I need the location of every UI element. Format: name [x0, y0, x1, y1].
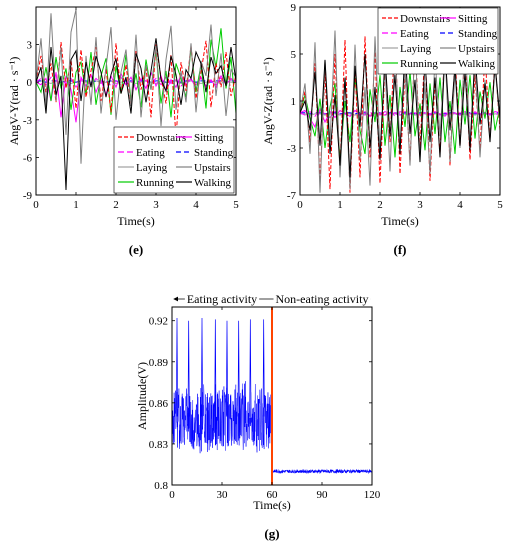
series-line-walking	[300, 48, 500, 178]
x-tick-label: 90	[317, 489, 329, 501]
legend-label-laying: Laying	[136, 162, 168, 174]
x-tick-label: 0	[33, 199, 39, 211]
x-tick-label: 5	[497, 199, 503, 211]
series-line-running	[300, 71, 500, 160]
legend-label-eating: Eating	[400, 28, 429, 40]
signal-peak	[237, 320, 240, 417]
signal-peak	[262, 319, 265, 417]
y-tick-label: 0.89	[149, 357, 169, 369]
legend-label-sitting: Sitting	[194, 132, 224, 144]
signal-peak	[249, 319, 252, 417]
y-tick-label: 0.92	[149, 316, 168, 328]
signal-peak	[175, 317, 179, 417]
annotation-eating: Eating activity	[187, 292, 257, 306]
legend-label-downstairs: Downstairs	[136, 132, 186, 144]
chart-g-annotations: Eating activity Non-eating activity	[173, 292, 371, 306]
y-tick-label: 0	[27, 77, 33, 89]
chart-g-xlabel: Time(s)	[253, 498, 291, 512]
chart-e-lines	[36, 9, 236, 191]
x-tick-label: 30	[217, 489, 229, 501]
y-tick-label: -3	[23, 115, 33, 127]
annotation-non-eating: Non-eating activity	[276, 292, 369, 306]
chart-e-ticks: 0 1 2 3 4 5 -9 -6 -3 0 3	[23, 7, 239, 211]
x-tick-label: 2	[377, 199, 383, 211]
signal-peak	[200, 317, 204, 417]
chart-e-xlabel: Time(s)	[117, 214, 155, 228]
chart-f-ylabel: AngV-Z(rad · s⁻¹)	[261, 57, 275, 144]
legend-label-sitting: Sitting	[458, 13, 488, 25]
chart-f-ticks: 0 1 2 3 4 5 -7 -3 1 5 9	[287, 2, 503, 211]
legend-label-walking: Walking	[194, 177, 231, 189]
legend-label-standing: Standing	[194, 147, 234, 159]
chart-g: 0 30 60 90 120 0.8 0.83 0.86 0.89 0.92 Time(s) Am…	[135, 292, 381, 541]
y-tick-label: -9	[23, 190, 33, 202]
legend-label-upstairs: Upstairs	[458, 43, 495, 55]
signal-eating	[171, 381, 273, 454]
y-tick-label: 0.83	[149, 439, 169, 451]
legend-label-eating: Eating	[136, 147, 165, 159]
signal-peak	[187, 320, 190, 417]
signal-non-eating	[271, 402, 373, 475]
y-tick-label: 9	[291, 2, 297, 14]
y-tick-label: 1	[291, 96, 297, 108]
y-tick-label: 0.86	[149, 398, 169, 410]
y-tick-label: 5	[291, 49, 297, 61]
legend-label-upstairs: Upstairs	[194, 162, 231, 174]
x-tick-label: 120	[364, 489, 381, 501]
legend-label-downstairs: Downstairs	[400, 13, 450, 25]
chart-e-frame	[35, 6, 237, 196]
x-tick-label: 3	[153, 199, 159, 211]
legend-label-running: Running	[136, 177, 174, 189]
y-tick-label: -6	[23, 152, 33, 164]
chart-f-lines	[300, 30, 500, 193]
x-tick-label: 2	[113, 199, 119, 211]
x-tick-label: 5	[233, 199, 239, 211]
legend-label-walking: Walking	[458, 58, 495, 70]
chart-f-legend: Downstairs Sitting Eating Standing Laying Ups…	[377, 7, 499, 75]
y-tick-label: -7	[287, 190, 297, 202]
x-tick-label: 1	[337, 199, 343, 211]
y-tick-label: 0.8	[154, 480, 168, 492]
chart-g-lines	[171, 307, 373, 485]
series-line-eating	[300, 109, 500, 119]
legend-label-laying: Laying	[400, 43, 432, 55]
chart-e-ylabel: AngV-Y(rad · s⁻¹)	[7, 57, 21, 146]
chart-e-legend: Downstairs Sitting Eating Standing Laying Ups…	[113, 126, 235, 194]
y-tick-label: -3	[287, 143, 297, 155]
x-tick-label: 0	[297, 199, 303, 211]
series-line-upstairs	[36, 9, 236, 164]
y-tick-label: 3	[27, 40, 33, 52]
chart-g-ticks: 0 30 60 90 120 0.8 0.83 0.86 0.89 0.92	[149, 307, 381, 501]
series-line-walking	[36, 38, 236, 191]
panel-label-e: (e)	[129, 242, 143, 257]
signal-peak	[225, 320, 229, 417]
x-tick-label: 0	[169, 489, 175, 501]
x-tick-label: 4	[193, 199, 199, 211]
legend-label-standing: Standing	[458, 28, 498, 40]
legend-label-running: Running	[400, 58, 438, 70]
series-line-sitting	[36, 70, 236, 123]
x-tick-label: 1	[73, 199, 79, 211]
panel-label-f: (f)	[394, 242, 407, 257]
signal-peak	[214, 319, 217, 417]
chart-f-xlabel: Time(s)	[381, 214, 419, 228]
x-tick-label: 3	[417, 199, 423, 211]
x-tick-label: 60	[267, 489, 279, 501]
chart-e: 0 1 2 3 4 5 -9 -6 -3 0 3 Time(s) AngV-Y(rad · s⁻¹)…	[7, 6, 239, 257]
panel-label-g: (g)	[264, 526, 279, 541]
chart-g-ylabel: Amplitude(V)	[135, 362, 149, 430]
x-tick-label: 4	[457, 199, 463, 211]
